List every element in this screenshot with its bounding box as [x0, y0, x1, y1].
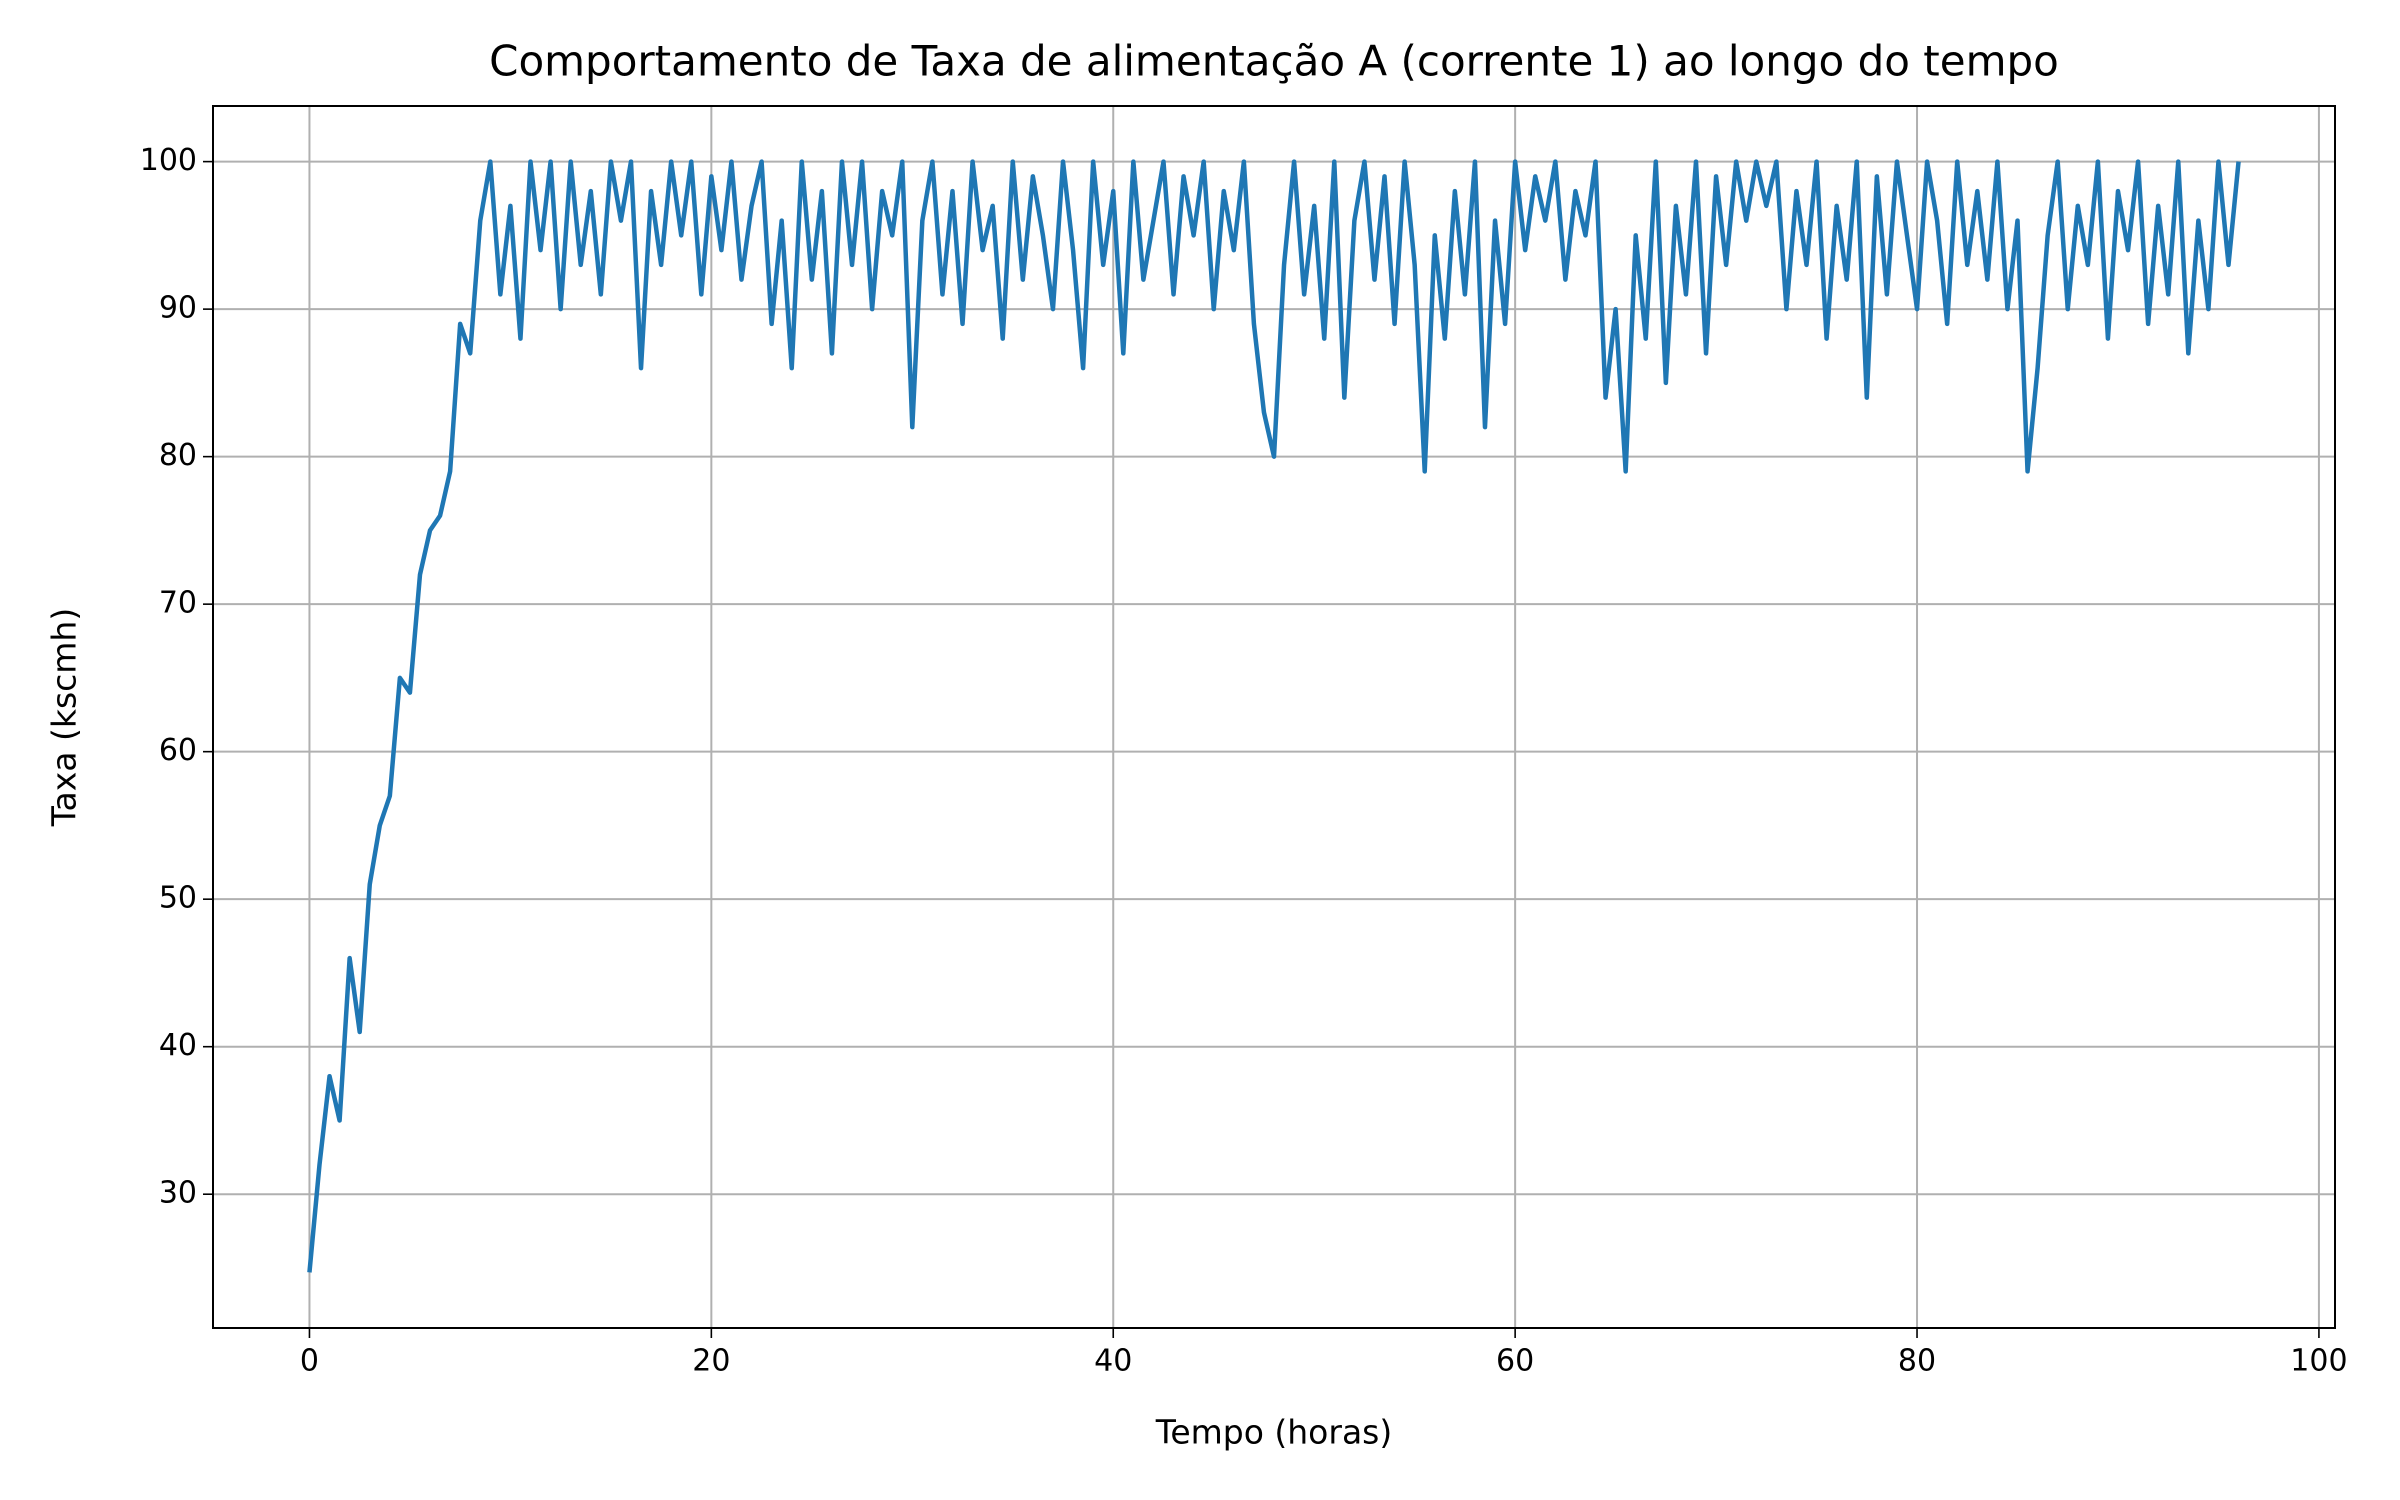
y-tick-label: 70 [159, 586, 197, 621]
y-tick-label: 40 [159, 1028, 197, 1063]
y-tick-label: 100 [140, 143, 197, 178]
y-tick-label: 30 [159, 1176, 197, 1211]
x-tick-label: 0 [300, 1344, 319, 1379]
x-tick-label: 100 [2290, 1344, 2347, 1379]
y-tick-label: 80 [159, 438, 197, 473]
data-line [307, 159, 2241, 1273]
x-tick-label: 20 [692, 1344, 730, 1379]
x-axis-label: Tempo (horas) [1155, 1413, 1392, 1452]
chart-title: Comportamento de Taxa de alimentação A (… [489, 37, 2059, 86]
x-tick-label: 80 [1898, 1344, 1936, 1379]
y-axis-label: Taxa (kscmh) [45, 608, 84, 827]
y-tick-label: 50 [159, 881, 197, 916]
y-tick-label: 60 [159, 733, 197, 768]
y-tick-label: 90 [159, 291, 197, 326]
plot-frame [212, 105, 2336, 1329]
x-tick-label: 60 [1496, 1344, 1534, 1379]
x-tick-label: 40 [1094, 1344, 1132, 1379]
